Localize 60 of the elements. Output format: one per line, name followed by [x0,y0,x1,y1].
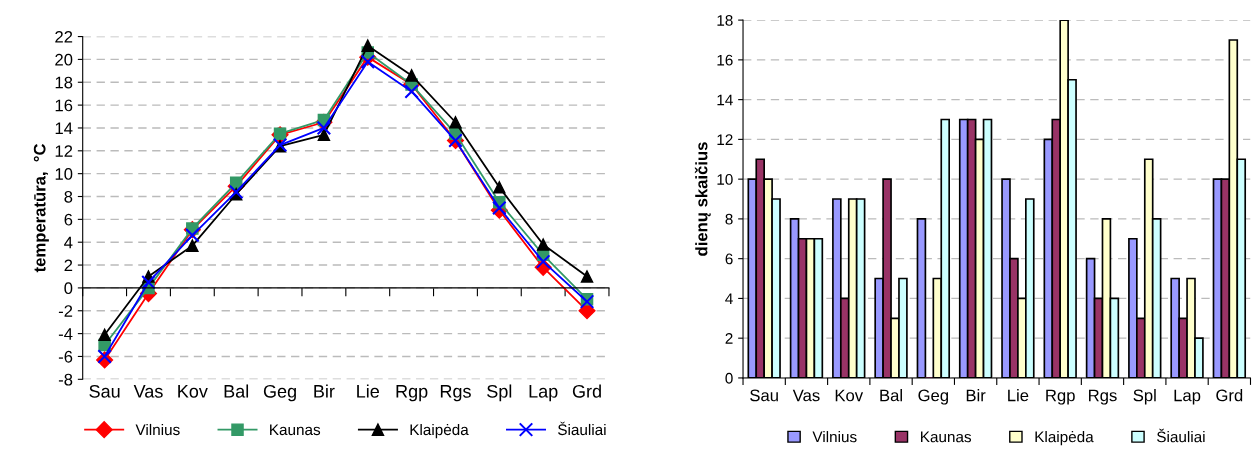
y-tick-label: 18 [717,14,733,26]
y-axis-title: dienų skaičius [694,142,711,256]
x-tick-label: Sau [89,384,120,398]
x-tick-label: Bir [966,389,986,402]
y-tick-label: 14 [717,94,733,106]
y-tick-label: 4 [725,293,733,304]
y-tick-label: 2 [64,259,73,272]
x-tick-label: Spl [487,384,512,402]
y-tick-label: 14 [55,122,73,134]
legend-label: Klaipėda [1035,431,1094,446]
x-tick-label: Bir [314,384,335,398]
x-tick-label: Bal [224,384,249,398]
y-tick-label: 12 [55,145,73,157]
legend-label: Vilnius [135,423,180,436]
x-tick-label: Geg [918,389,949,405]
y-tick-label: 16 [55,99,73,112]
x-tick-label: Spl [1133,389,1156,405]
x-tick-label: Grd [1216,389,1243,402]
y-tick-label: 8 [725,213,733,225]
y-tick-label: 4 [64,236,73,249]
legend-label: Šiauliai [558,421,606,436]
y-tick-label: -8 [58,373,73,386]
y-tick-label: -2 [58,305,73,317]
legend-label: Klaipėda [410,423,469,439]
x-tick-label: Lap [529,385,558,402]
y-tick-label: 6 [64,213,73,226]
x-tick-label: Vas [792,389,820,402]
x-tick-label: Lie [1008,389,1029,402]
y-tick-label: 16 [717,54,733,66]
x-tick-label: Kov [835,389,864,402]
y-tick-label: 12 [717,134,733,145]
legend-label: Šiauliai [1157,428,1205,443]
y-tick-label: 20 [55,53,73,66]
x-tick-label: Bal [880,389,902,402]
x-tick-label: Geg [263,384,296,402]
x-tick-label: Grd [572,384,601,398]
legend-label: Kaunas [270,424,321,436]
y-tick-label: -4 [58,328,73,340]
x-tick-label: Vas [133,385,163,398]
x-tick-label: Sau [750,389,778,402]
y-tick-label: 0 [725,372,733,384]
y-tick-label: 18 [55,76,73,89]
y-tick-label: 10 [717,174,733,185]
y-tick-label: 10 [55,168,73,180]
x-tick-label: Rgs [1089,389,1117,405]
x-tick-label: Rgp [396,385,428,402]
x-tick-label: Rgp [1046,389,1075,405]
y-tick-label: -6 [58,350,73,363]
y-tick-label: 8 [64,190,73,203]
x-tick-label: Kov [178,385,208,398]
y-tick-label: 22 [55,30,73,43]
y-tick-label: 0 [64,282,73,295]
y-tick-label: 2 [725,333,733,344]
y-axis-title: temperatūra, °C [33,143,49,273]
x-tick-label: Lie [357,384,379,398]
legend-label: Kaunas [921,431,972,443]
x-tick-label: Rgs [440,385,471,402]
legend-label: Vilnius [812,431,857,443]
y-tick-label: 6 [725,253,733,265]
x-tick-label: Lap [1174,389,1201,405]
